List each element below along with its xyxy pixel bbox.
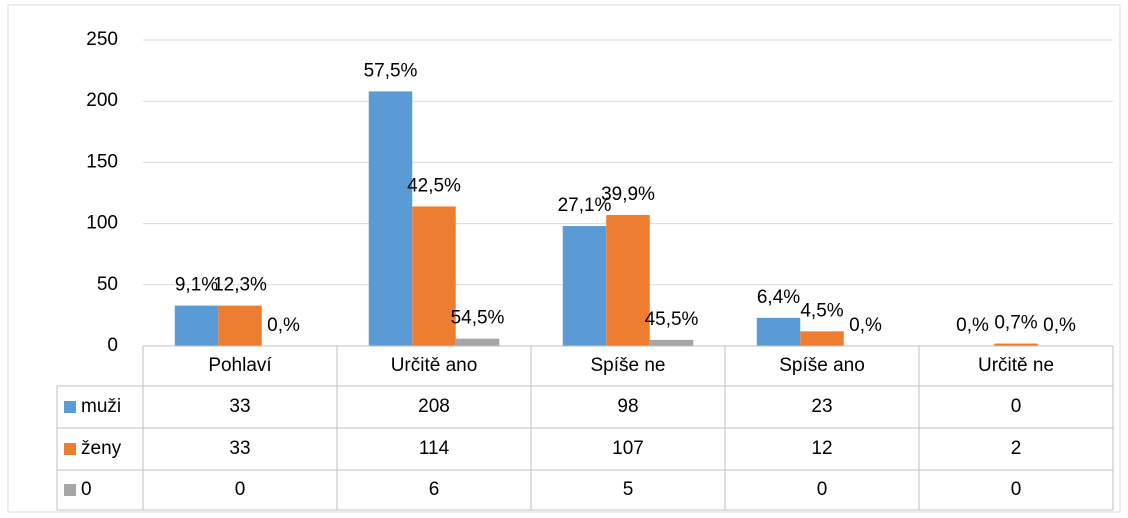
table-cell: 33 [229, 438, 250, 459]
x-tick-label: Spíše ne [591, 355, 666, 376]
y-tick-label: 150 [86, 151, 118, 172]
bar [218, 305, 262, 346]
bar [800, 331, 844, 346]
table-cell: 33 [229, 396, 250, 417]
table-cell: 98 [617, 396, 638, 417]
table-cell: 23 [811, 396, 832, 417]
y-tick-label: 50 [97, 274, 118, 295]
table-cell: 208 [418, 396, 450, 417]
x-tick-label: Určitě ne [978, 355, 1054, 376]
legend-label: muži [81, 396, 121, 417]
x-tick-label: Pohlaví [208, 355, 272, 376]
bar [649, 339, 694, 346]
x-tick-label: Spíše ano [779, 355, 865, 376]
table-cell: 0 [1011, 479, 1022, 500]
legend-swatch [64, 443, 76, 455]
table-cell: 0 [817, 479, 828, 500]
percent-label: 39,9% [601, 184, 655, 205]
bar [368, 91, 413, 347]
x-tick-label: Určitě ano [391, 355, 478, 376]
bar [412, 206, 456, 346]
percent-label: 4,5% [800, 300, 843, 321]
percent-label: 27,1% [558, 195, 612, 216]
table-cell: 12 [811, 438, 832, 459]
table-cell: 6 [429, 479, 440, 500]
legend-swatch [64, 484, 76, 496]
percent-label: 6,4% [757, 287, 800, 308]
percent-label: 54,5% [451, 308, 505, 329]
y-tick-label: 0 [107, 335, 118, 356]
bar [756, 317, 801, 346]
y-tick-label: 200 [86, 90, 118, 111]
y-tick-label: 100 [86, 213, 118, 234]
table-cell: 114 [419, 438, 450, 459]
bar [174, 305, 219, 346]
table-cell: 5 [623, 479, 634, 500]
percent-label: 9,1% [175, 275, 218, 296]
percent-label: 0,% [956, 315, 989, 336]
legend-swatch [64, 401, 76, 413]
y-tick-label: 250 [86, 29, 118, 50]
bar [994, 343, 1038, 346]
percent-label: 0,% [267, 315, 300, 336]
table-cell: 107 [612, 438, 644, 459]
percent-label: 0,7% [994, 313, 1037, 334]
percent-label: 42,5% [407, 175, 461, 196]
percent-label: 57,5% [364, 60, 418, 81]
table-cell: 0 [235, 479, 246, 500]
table-cell: 2 [1011, 438, 1022, 459]
legend-label: ženy [81, 438, 122, 459]
bar [562, 226, 607, 346]
bar [455, 338, 500, 346]
percent-label: 0,% [1043, 315, 1076, 336]
legend-label: 0 [81, 479, 92, 500]
percent-label: 12,3% [213, 275, 267, 296]
table-cell: 0 [1011, 396, 1022, 417]
percent-label: 45,5% [645, 309, 699, 330]
bar [606, 215, 650, 346]
percent-label: 0,% [849, 315, 882, 336]
